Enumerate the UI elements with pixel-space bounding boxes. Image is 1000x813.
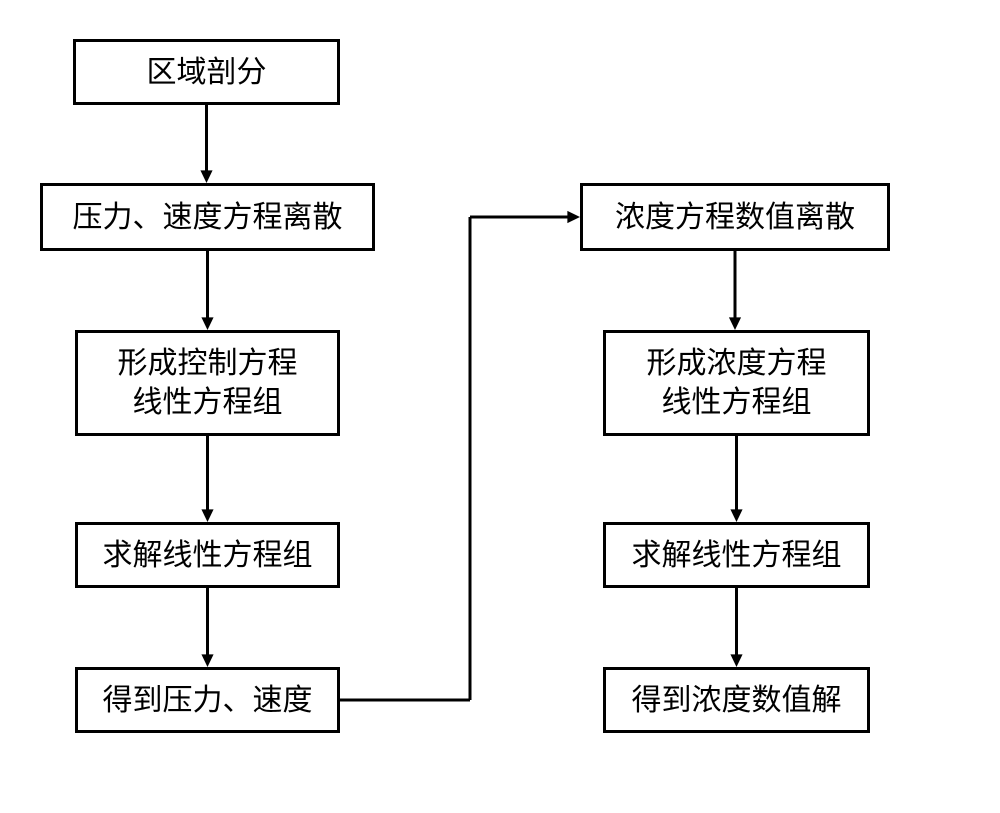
flowchart-node: 得到压力、速度 <box>75 667 340 733</box>
flowchart-node: 形成浓度方程 线性方程组 <box>603 330 870 436</box>
flowchart-node: 压力、速度方程离散 <box>40 183 375 251</box>
flowchart-node: 求解线性方程组 <box>75 522 340 588</box>
flowchart-node: 形成控制方程 线性方程组 <box>75 330 340 436</box>
flowchart-node: 区域剖分 <box>73 39 340 105</box>
flowchart-node: 求解线性方程组 <box>603 522 870 588</box>
flowchart-node: 得到浓度数值解 <box>603 667 870 733</box>
flowchart-node: 浓度方程数值离散 <box>580 183 890 251</box>
